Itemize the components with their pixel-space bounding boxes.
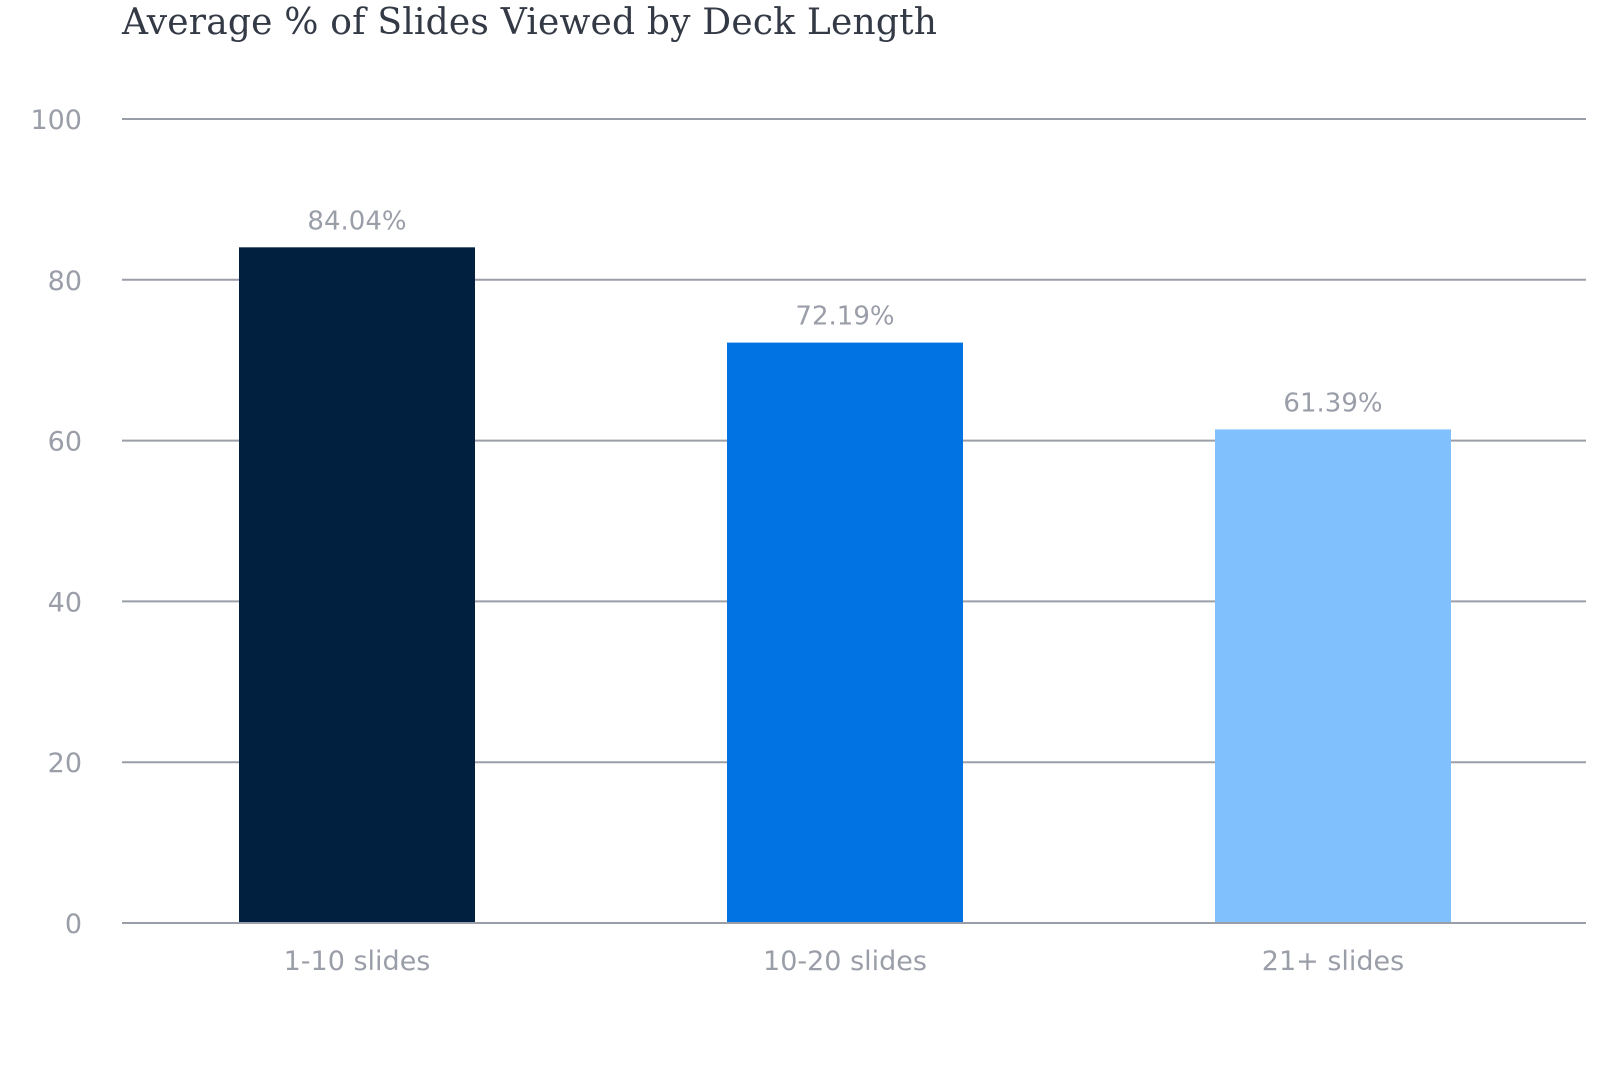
bar-1 (239, 247, 475, 923)
y-tick-label: 40 (48, 587, 82, 618)
y-tick-label: 100 (30, 105, 82, 136)
y-tick-label: 80 (48, 266, 82, 297)
x-tick-label: 21+ slides (1262, 946, 1404, 977)
chart-title: Average % of Slides Viewed by Deck Lengt… (122, 2, 938, 43)
labels: 0 20 40 60 80 100 84.04% 1-10 slides 72.19% 10-20… (30, 105, 1586, 977)
data-label: 72.19% (795, 302, 894, 332)
bar-2 (727, 342, 963, 923)
y-tick-label: 0 (65, 909, 82, 940)
x-tick-label: 1-10 slides (284, 946, 431, 977)
bar-3 (1215, 429, 1451, 923)
bars (239, 247, 1451, 923)
data-label: 61.39% (1283, 388, 1382, 418)
data-label: 84.04% (307, 206, 406, 236)
x-tick-label: 10-20 slides (763, 946, 927, 977)
y-tick-label: 60 (48, 427, 82, 458)
y-tick-label: 20 (48, 748, 82, 779)
